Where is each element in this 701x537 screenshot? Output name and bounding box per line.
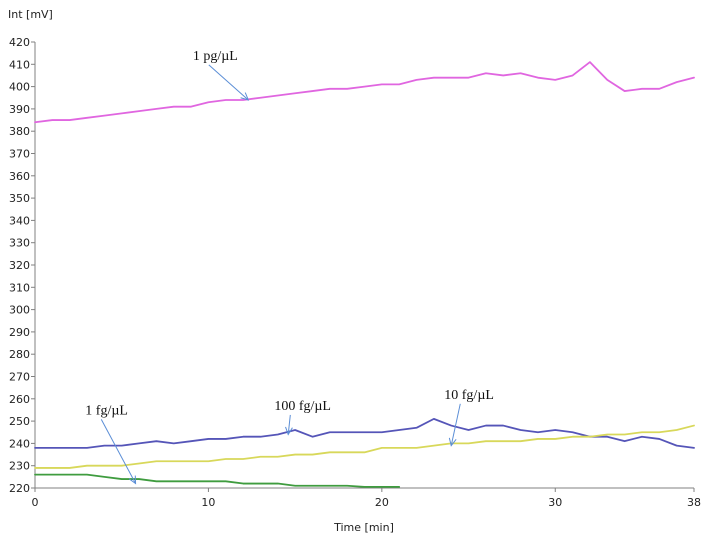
y-tick-label: 340: [9, 214, 30, 227]
series-layer: [34, 61, 695, 488]
y-tick-label: 360: [9, 170, 30, 183]
y-tick-label: 270: [9, 371, 30, 384]
y-tick-label: 310: [9, 281, 30, 294]
annotation-arrow-line-2: [287, 414, 291, 435]
annotation-label-4: 1 fg/µL: [85, 403, 128, 418]
y-tick-label: 300: [9, 304, 30, 317]
y-tick-label: 280: [9, 348, 30, 361]
annotation-label-3: 10 fg/µL: [444, 388, 494, 403]
annotation-arrow-line-3: [450, 403, 461, 446]
x-tick-label: 20: [375, 496, 389, 509]
series-line-1: [34, 61, 695, 124]
series-line-3: [34, 424, 695, 469]
y-tick-label: 380: [9, 125, 30, 138]
series-line-4: [34, 473, 401, 488]
y-tick-label: 320: [9, 259, 30, 272]
y-tick-label: 420: [9, 36, 30, 49]
annotation-arrow-line-4: [100, 419, 137, 484]
x-tick-label: 10: [201, 496, 215, 509]
annotation-arrow-head-1: [240, 92, 250, 101]
y-tick-label: 350: [9, 192, 30, 205]
annotation-arrow-line-1: [208, 64, 249, 101]
y-tick-label: 400: [9, 81, 30, 94]
annotation-layer: 1 pg/µL 100 fg/µL 10 fg/µL 1 fg/µL: [85, 49, 494, 485]
x-tick-label: 38: [687, 496, 701, 509]
y-tick-label: 410: [9, 58, 30, 71]
y-tick-label: 290: [9, 326, 30, 339]
y-tick-label: 220: [9, 482, 30, 495]
x-tick-label: 0: [32, 496, 39, 509]
y-tick-label: 240: [9, 437, 30, 450]
annotation-arrow-head-2: [285, 426, 293, 436]
y-axis-title: Int [mV]: [8, 8, 53, 21]
series-line-2: [34, 417, 695, 449]
x-axis-title: Time [min]: [333, 521, 394, 534]
y-tick-label: 250: [9, 415, 30, 428]
annotation-label-2: 100 fg/µL: [274, 399, 331, 414]
y-tick-label: 330: [9, 237, 30, 250]
y-tick-label: 230: [9, 460, 30, 473]
annotation-arrow-head-3: [448, 437, 457, 447]
y-tick-label: 370: [9, 148, 30, 161]
axes-layer: 2202302402502602702802903003103203303403…: [9, 36, 701, 509]
annotation-label-1: 1 pg/µL: [193, 49, 238, 64]
annotation-arrow-head-4: [128, 475, 137, 485]
y-tick-label: 390: [9, 103, 30, 116]
x-tick-label: 30: [548, 496, 562, 509]
y-tick-label: 260: [9, 393, 30, 406]
